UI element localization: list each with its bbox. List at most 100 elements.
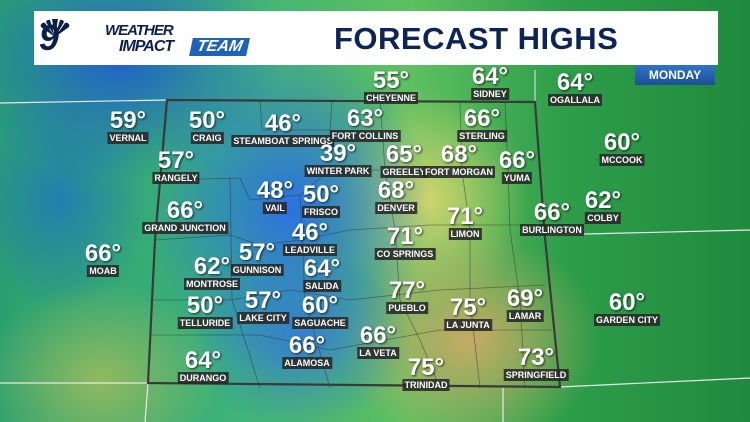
city-name: VAIL (263, 202, 287, 214)
city-forecast: 68° DENVER (375, 179, 417, 220)
city-name: CHEYENNE (363, 92, 419, 104)
city-temperature: 46° (264, 110, 302, 137)
city-name: DURANGO (177, 372, 229, 384)
city-forecast: 77° PUEBLO (386, 277, 428, 320)
city-name: LIMON (448, 228, 482, 240)
city-name: LA JUNTA (444, 319, 492, 331)
city-forecast: 65° GREELEY (380, 141, 428, 184)
logo-team-badge: TEAM (189, 38, 251, 56)
state-line-kansas-oklahoma (559, 377, 750, 388)
city-temperature: 75° (449, 294, 487, 321)
city-name: ALAMOSA (282, 357, 332, 369)
peacock-icon (40, 19, 70, 37)
city-name: SALIDA (303, 280, 341, 292)
city-name: GARDEN CITY (593, 314, 661, 326)
city-temperature: 66° (288, 332, 326, 359)
city-name: GRAND JUNCTION (142, 222, 228, 234)
city-name: LEADVILLE (282, 244, 338, 256)
city-name: STEAMBOAT SPRINGS (231, 135, 335, 147)
city-name: LAKE CITY (237, 312, 289, 324)
city-forecast: 39° WINTER PARK (304, 140, 372, 183)
city-forecast: 64° SIDNEY (471, 65, 509, 106)
state-line-utah-wyoming (0, 99, 168, 104)
state-line-four-corners (144, 382, 149, 422)
city-temperature: 65° (385, 141, 423, 168)
city-temperature: 48° (256, 177, 294, 204)
city-forecast: 57° LAKE CITY (237, 289, 289, 330)
city-name: BURLINGTON (520, 224, 584, 236)
city-name: SPRINGFIELD (503, 369, 569, 381)
city-temperature: 57° (157, 147, 195, 174)
city-forecast: 59° VERNAL (107, 107, 149, 150)
city-forecast: 50° CRAIG (188, 107, 226, 150)
city-forecast: 62° COLBY (584, 187, 622, 230)
city-name: MONTROSE (183, 278, 241, 290)
city-temperature: 77° (388, 277, 426, 304)
city-temperature: 57° (238, 239, 276, 266)
city-temperature: 66° (498, 147, 536, 174)
city-name: MOAB (87, 265, 119, 277)
city-forecast: 75° TRINIDAD (402, 356, 450, 397)
city-temperature: 60° (603, 129, 641, 156)
city-temperature: 66° (533, 199, 571, 226)
city-name: GUNNISON (230, 264, 284, 276)
city-forecast: 68° FORT MORGAN (423, 141, 495, 184)
city-temperature: 66° (166, 197, 204, 224)
logo-impact-text: IMPACT (119, 38, 174, 55)
city-forecast: 60° SAGUACHE (292, 292, 348, 335)
city-temperature: 50° (188, 107, 226, 134)
city-forecast: 66° YUMA (498, 147, 536, 190)
city-forecast: 71° CO SPRINGS (374, 223, 436, 266)
city-temperature: 62° (193, 253, 231, 280)
city-temperature: 64° (556, 69, 594, 96)
city-temperature: 39° (319, 140, 357, 167)
city-temperature: 71° (446, 203, 484, 230)
city-name: SAGUACHE (292, 317, 348, 329)
city-name: FORT MORGAN (423, 166, 495, 178)
city-forecast: 73° SPRINGFIELD (503, 346, 569, 387)
city-name: FRISCO (301, 206, 341, 218)
city-temperature: 66° (463, 105, 501, 132)
city-forecast: 66° ALAMOSA (282, 332, 332, 375)
logo-weather-text: WEATHER (105, 22, 174, 39)
day-badge: MONDAY (635, 65, 715, 85)
city-name: MCCOOK (599, 154, 645, 166)
city-name: WINTER PARK (304, 165, 372, 177)
city-forecast: 48° VAIL (256, 177, 294, 220)
header-banner: 9 WEATHER IMPACT TEAM FORECAST HIGHS (34, 11, 718, 65)
city-forecast: 66° LA VETA (357, 322, 399, 365)
city-name: FORT COLLINS (329, 130, 401, 142)
station-logo: 9 WEATHER IMPACT TEAM (39, 17, 279, 59)
city-temperature: 60° (608, 289, 646, 316)
city-temperature: 50° (186, 292, 224, 319)
city-name: SIDNEY (471, 88, 509, 100)
city-forecast: 60° GARDEN CITY (593, 289, 661, 332)
city-forecast: 62° MONTROSE (183, 253, 241, 296)
city-forecast: 60° MCCOOK (599, 129, 645, 172)
city-temperature: 68° (440, 141, 478, 168)
city-forecast: 57° GUNNISON (230, 239, 284, 282)
city-name: RANGELY (152, 172, 200, 184)
city-forecast: 46° STEAMBOAT SPRINGS (231, 110, 335, 153)
city-name: OGALLALA (548, 94, 602, 106)
city-temperature: 62° (584, 187, 622, 214)
city-name: LAMAR (506, 310, 544, 322)
city-forecast: 64° SALIDA (303, 255, 341, 298)
city-temperature: 71° (386, 223, 424, 250)
city-forecast: 66° STERLING (457, 105, 507, 148)
city-temperature: 69° (506, 285, 544, 312)
city-temperature: 60° (301, 292, 339, 319)
city-temperature: 59° (109, 107, 147, 134)
city-temperature: 55° (372, 67, 410, 94)
city-temperature: 64° (303, 255, 341, 282)
city-name: STERLING (457, 130, 507, 142)
city-name: GREELEY (380, 166, 428, 178)
city-forecast: 66° GRAND JUNCTION (142, 197, 228, 240)
city-name: PUEBLO (386, 302, 428, 314)
city-forecast: 66° BURLINGTON (520, 199, 584, 242)
city-temperature: 50° (302, 181, 340, 208)
city-temperature: 66° (359, 322, 397, 349)
city-name: VERNAL (107, 132, 149, 144)
city-name: CRAIG (190, 132, 224, 144)
